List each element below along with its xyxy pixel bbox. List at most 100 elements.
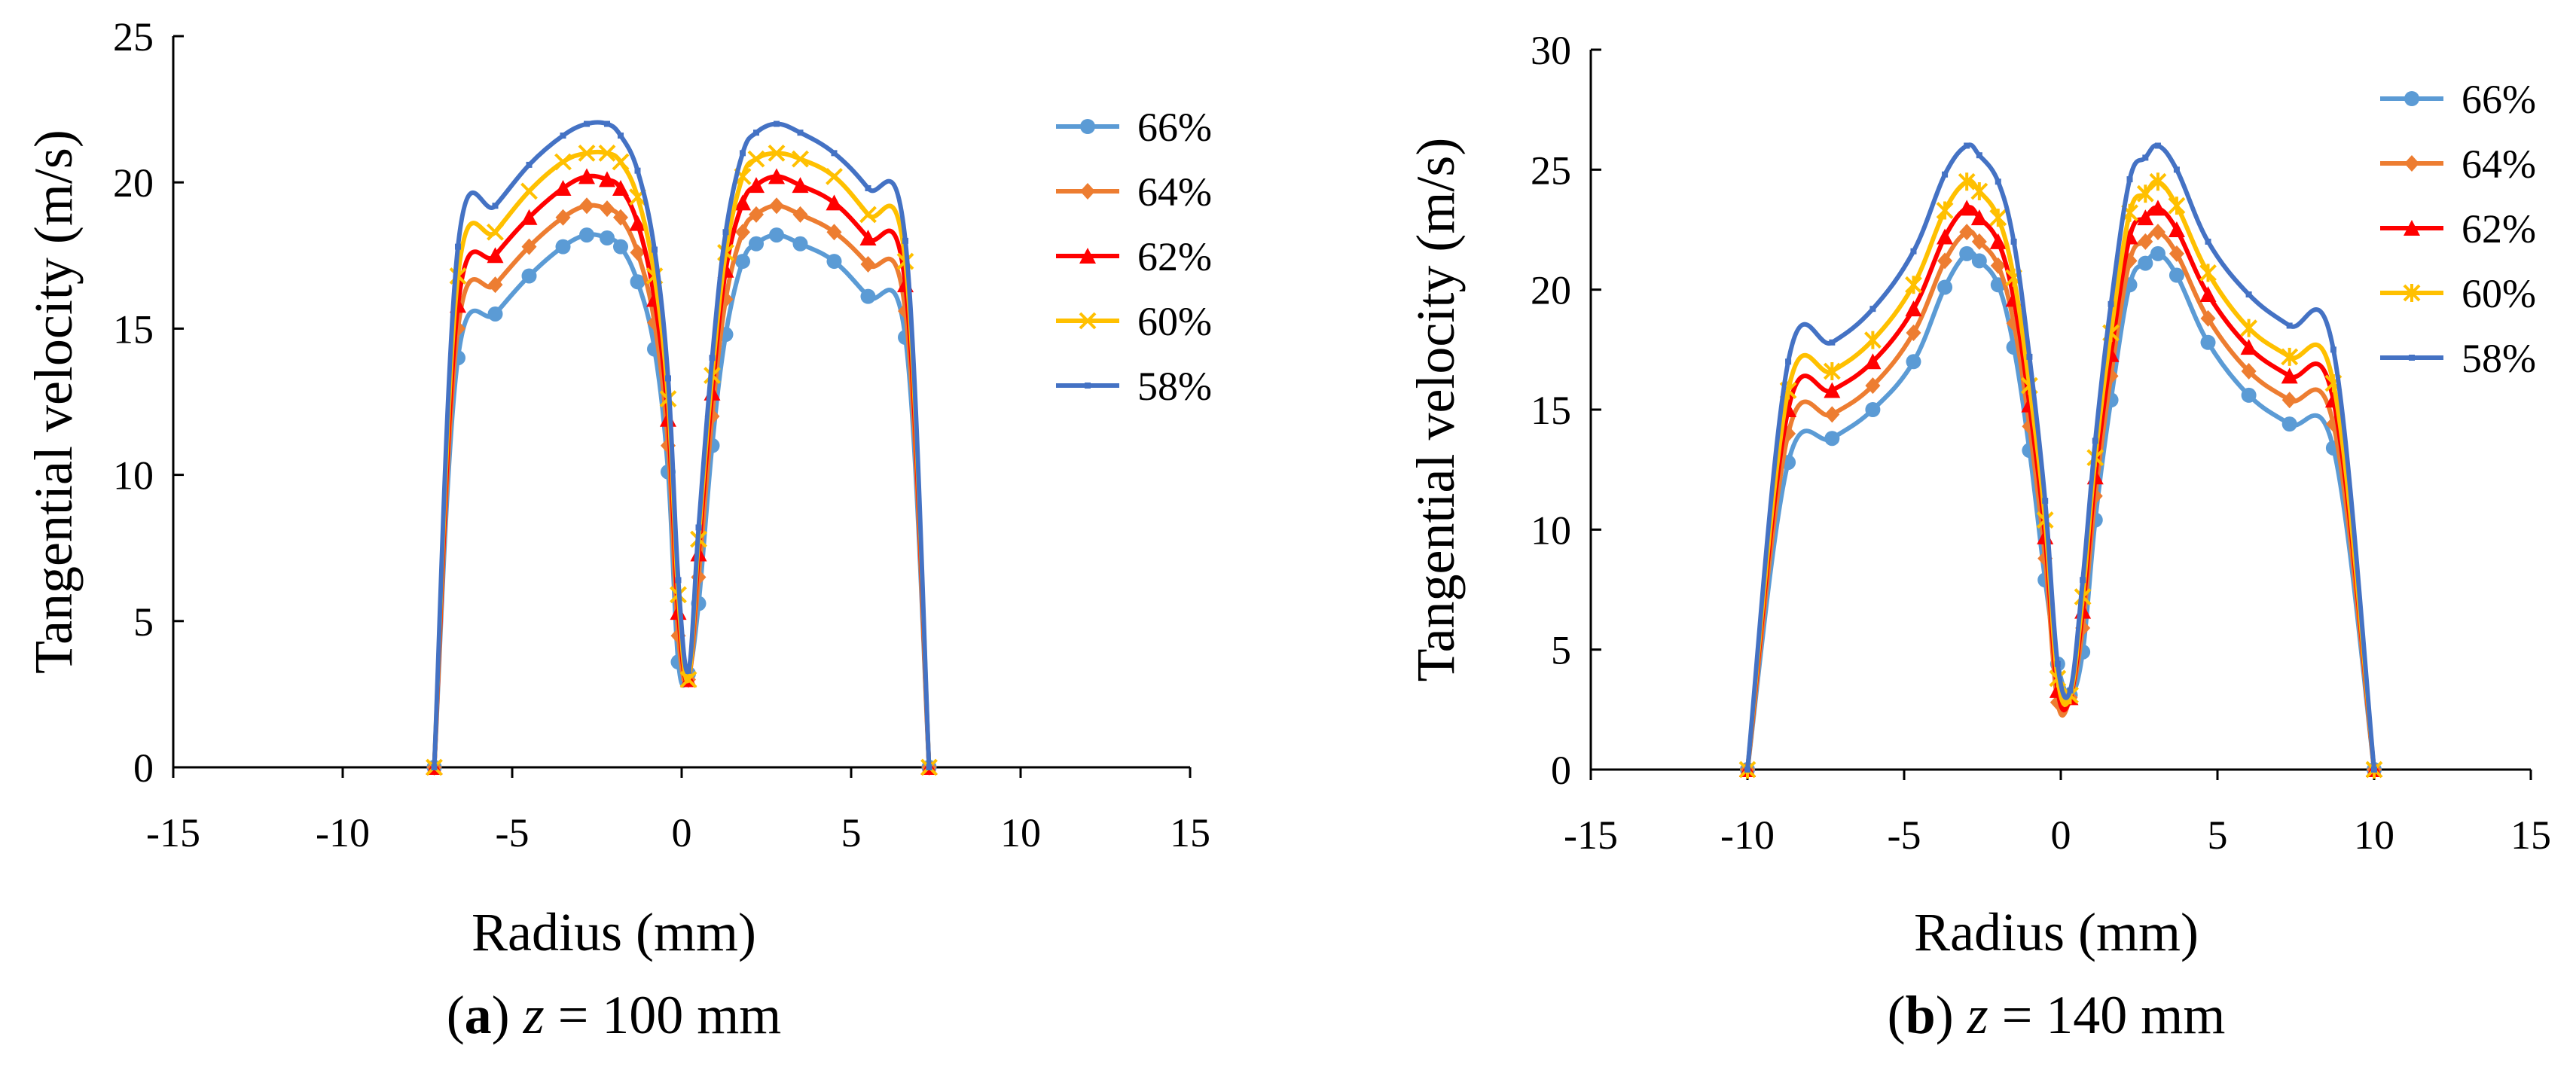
legend-label: 58% bbox=[1137, 364, 1212, 409]
data-point bbox=[2107, 300, 2114, 307]
legend-swatch-marker bbox=[1079, 248, 1096, 264]
x-tick-label: 15 bbox=[2510, 812, 2551, 858]
data-point bbox=[1959, 245, 1975, 261]
legend-swatch-marker bbox=[1085, 383, 1091, 389]
data-point bbox=[1906, 354, 1921, 370]
legend-swatch-marker bbox=[2403, 284, 2421, 302]
series-line bbox=[1745, 229, 2376, 772]
legend-label: 62% bbox=[2462, 206, 2536, 252]
data-point bbox=[792, 150, 809, 168]
data-point bbox=[554, 153, 572, 171]
data-point bbox=[1959, 224, 1975, 241]
data-point bbox=[2138, 255, 2153, 271]
y-axis-title: Tangential velocity (m/s) bbox=[1406, 138, 1466, 682]
x-tick-label: 5 bbox=[2208, 812, 2228, 858]
legend-entry: 58% bbox=[2380, 336, 2536, 381]
chart-caption: (b) z = 140 mm bbox=[1888, 985, 2226, 1045]
y-axis-title: Tangential velocity (m/s) bbox=[23, 130, 84, 674]
data-point bbox=[740, 150, 746, 157]
chart-caption: (a) z = 100 mm bbox=[447, 985, 782, 1045]
legend-label: 60% bbox=[2462, 271, 2536, 316]
data-point bbox=[792, 236, 808, 252]
data-point bbox=[831, 150, 838, 157]
data-point bbox=[2042, 498, 2049, 505]
data-point bbox=[748, 177, 765, 194]
legend-entry: 62% bbox=[1056, 234, 1212, 279]
x-axis-title: Radius (mm) bbox=[472, 902, 756, 962]
legend-swatch-marker bbox=[2404, 91, 2419, 106]
legend-label: 66% bbox=[1137, 105, 1212, 150]
data-point bbox=[2010, 238, 2017, 245]
legend-entry: 64% bbox=[1056, 169, 1212, 215]
caption-letter: b bbox=[1906, 985, 1936, 1045]
data-point bbox=[1863, 331, 1882, 349]
data-point bbox=[2199, 286, 2217, 303]
legend-swatch-marker bbox=[1080, 119, 1095, 134]
data-point bbox=[629, 215, 646, 231]
legend-entry: 66% bbox=[1056, 105, 1212, 150]
data-point bbox=[455, 243, 461, 250]
data-point bbox=[926, 764, 932, 770]
x-tick-label: -15 bbox=[1564, 812, 1618, 858]
data-point bbox=[578, 168, 595, 184]
data-point bbox=[2054, 660, 2061, 667]
legend-label: 64% bbox=[2462, 142, 2536, 187]
y-tick-label: 20 bbox=[113, 160, 154, 206]
data-point bbox=[792, 206, 808, 223]
data-point bbox=[584, 120, 590, 127]
data-point bbox=[2080, 577, 2086, 584]
legend-label: 62% bbox=[1137, 234, 1212, 279]
data-point bbox=[599, 171, 615, 187]
data-point bbox=[613, 239, 628, 255]
data-point bbox=[2138, 233, 2153, 250]
data-point bbox=[1937, 279, 1953, 295]
data-point bbox=[2245, 291, 2252, 298]
data-point bbox=[753, 130, 759, 136]
data-point bbox=[865, 184, 871, 191]
data-point bbox=[2169, 267, 2184, 283]
legend-entry: 62% bbox=[2380, 206, 2536, 252]
data-point bbox=[487, 223, 504, 241]
data-point bbox=[695, 524, 702, 531]
data-point bbox=[604, 120, 610, 127]
data-point bbox=[747, 150, 765, 168]
data-point bbox=[2150, 245, 2165, 261]
caption-close: ) bbox=[1936, 985, 1967, 1045]
data-point bbox=[520, 209, 538, 225]
data-point bbox=[1785, 358, 1792, 365]
data-point bbox=[826, 254, 842, 270]
data-point bbox=[1905, 300, 1922, 317]
legend-entry: 58% bbox=[1056, 364, 1212, 409]
y-tick-label: 30 bbox=[1531, 28, 1571, 73]
data-point bbox=[1989, 209, 2007, 227]
series-64% bbox=[426, 197, 937, 776]
data-point bbox=[709, 355, 716, 361]
data-point bbox=[902, 237, 908, 244]
data-point bbox=[859, 206, 877, 224]
data-point bbox=[1970, 182, 1988, 201]
data-point bbox=[665, 375, 671, 382]
chart-b: 0 5 10 15 20 25 30 -15 -10 -5 0 5 10 15 Tangential vel… bbox=[1406, 28, 2551, 1045]
data-point bbox=[2168, 221, 2185, 237]
data-point bbox=[735, 254, 750, 270]
data-point bbox=[679, 671, 697, 688]
data-point bbox=[1869, 306, 1876, 312]
data-point bbox=[1936, 201, 1954, 220]
data-point bbox=[2092, 437, 2098, 444]
data-point bbox=[1864, 353, 1882, 370]
caption-close: ) bbox=[492, 985, 523, 1045]
data-point bbox=[492, 203, 499, 209]
x-tick-label: -10 bbox=[316, 810, 370, 855]
legend-label: 66% bbox=[2462, 77, 2536, 122]
legend-entry: 64% bbox=[2380, 142, 2536, 187]
data-point bbox=[1865, 402, 1881, 417]
data-point bbox=[521, 268, 537, 284]
data-point bbox=[859, 229, 877, 245]
y-tick-label: 25 bbox=[1531, 148, 1571, 193]
data-point bbox=[1865, 377, 1881, 395]
data-point bbox=[487, 247, 504, 264]
data-point bbox=[618, 133, 624, 139]
data-point bbox=[612, 179, 629, 196]
data-point bbox=[2142, 154, 2149, 161]
data-point bbox=[774, 120, 780, 127]
